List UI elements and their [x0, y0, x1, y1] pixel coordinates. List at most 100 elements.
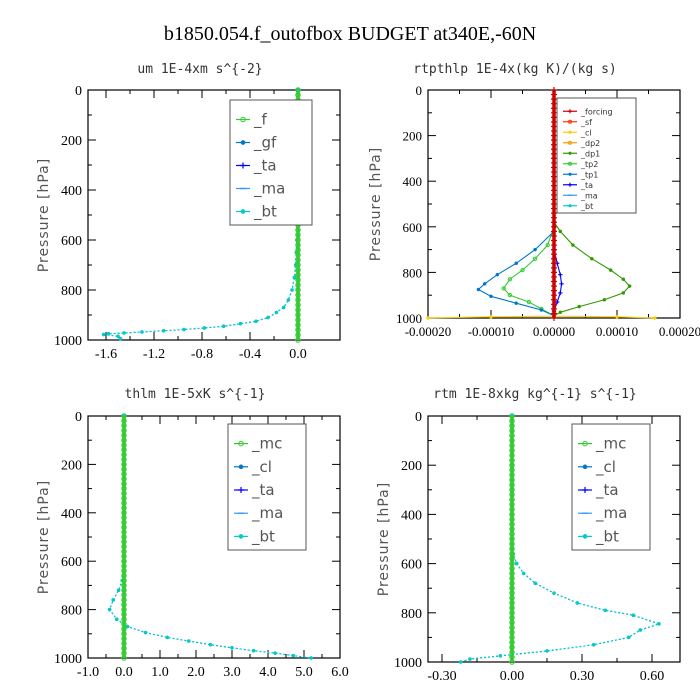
y-tick-label: 200	[401, 459, 422, 474]
data-point	[165, 635, 169, 640]
x-tick-label: -0.4	[239, 347, 261, 362]
legend-item: _cl	[563, 128, 592, 137]
legend-item: _ma	[563, 191, 598, 200]
data-point	[221, 324, 226, 329]
data-point	[254, 319, 258, 324]
legend-marker	[568, 172, 572, 176]
data-point	[626, 635, 631, 640]
data-point	[514, 561, 519, 566]
legend-marker	[238, 487, 244, 493]
data-point	[202, 326, 207, 330]
data-point	[143, 630, 148, 635]
legend-item: _ma	[578, 504, 627, 523]
legend-marker	[240, 140, 246, 145]
legend-label: _dp1	[580, 149, 600, 158]
panel-rtm-title: rtm 1E-8xkg kg^{-1} s^{-1}	[433, 387, 637, 402]
data-point	[615, 315, 619, 319]
x-tick-label: 4.0	[259, 665, 277, 680]
legend-marker	[582, 487, 588, 493]
y-tick-label: 1000	[396, 311, 422, 326]
data-point	[520, 267, 525, 273]
data-point	[526, 299, 531, 305]
series-line	[502, 226, 555, 317]
legend-label: _bt	[251, 527, 275, 546]
data-point	[559, 281, 564, 286]
y-tick-label: 600	[61, 234, 82, 249]
data-point	[476, 287, 481, 292]
x-tick-label: 0.0	[289, 347, 307, 362]
series-line	[553, 221, 631, 317]
x-tick-label: -0.00010	[468, 324, 515, 339]
plot-rtm: 0 200 400 600 800 1000 -0.30 0.00 0.30 0.60 Pressu…	[376, 410, 681, 684]
legend-label: _ta	[253, 157, 277, 176]
y-axis-label: Pressure [hPa]	[36, 480, 52, 594]
data-point	[489, 315, 493, 319]
data-point	[309, 656, 313, 660]
data-point	[621, 277, 626, 282]
panel-thlm-title: thlm 1E-5xK s^{-1}	[125, 387, 266, 402]
legend-label: _bt	[253, 203, 277, 222]
legend-item: _tp2	[563, 160, 598, 169]
data-point	[514, 301, 518, 305]
data-point	[266, 315, 270, 320]
legend-marker	[568, 140, 572, 145]
legend-marker	[240, 116, 246, 123]
data-point	[489, 294, 493, 299]
legend-marker	[582, 464, 588, 470]
legend-item: _gf	[236, 134, 277, 153]
y-tick-label: 0	[75, 410, 82, 425]
legend-label: _dp2	[580, 139, 600, 148]
data-point	[274, 310, 279, 315]
panel-rtpthlp: rtpthlp 1E-4x(kg K)/(kg s) 0 200 400 600 800…	[368, 62, 700, 339]
y-tick-label: 800	[61, 604, 82, 619]
data-point	[558, 229, 563, 234]
data-point	[575, 601, 580, 605]
legend-marker	[582, 440, 588, 447]
x-tick-label: 1.0	[151, 665, 169, 680]
series-forcing	[551, 87, 557, 321]
data-point	[590, 256, 594, 261]
series-tp2	[501, 224, 557, 318]
data-point	[295, 337, 301, 343]
data-point	[111, 598, 115, 602]
data-point	[281, 305, 286, 310]
legend-label: _ta	[580, 181, 593, 190]
x-tick-label: 2.0	[187, 665, 205, 680]
legend-label: _mc	[595, 435, 626, 454]
legend-item: _bt	[236, 203, 277, 222]
data-point	[638, 628, 643, 632]
legend-label: _bt	[595, 527, 619, 546]
data-point	[161, 328, 166, 333]
data-point	[539, 308, 544, 312]
x-tick-label: 0.60	[640, 669, 665, 684]
legend-item: _dp1	[563, 149, 600, 158]
y-tick-label: 400	[61, 184, 82, 199]
y-tick-label: 1000	[54, 652, 82, 667]
legend-box	[229, 99, 313, 226]
legend-item: _tp1	[563, 170, 598, 179]
legend-item: _ta	[236, 157, 277, 176]
series-line	[477, 230, 555, 317]
y-tick-label: 800	[403, 265, 423, 280]
x-tick-label: 0.30	[570, 669, 595, 684]
legend-label: _ta	[595, 481, 619, 500]
legend-label: _cl	[251, 458, 272, 477]
legend-marker	[582, 534, 588, 539]
x-tick-label: 0.00	[500, 669, 525, 684]
data-point	[482, 282, 487, 286]
data-point	[291, 653, 295, 658]
data-point	[558, 290, 563, 296]
data-point	[182, 327, 186, 332]
y-tick-label: 800	[61, 284, 82, 299]
y-tick-label: 600	[403, 220, 423, 235]
data-point	[116, 334, 120, 339]
legend-item: _sf	[563, 118, 592, 127]
data-point	[551, 315, 557, 321]
y-tick-label: 200	[61, 458, 82, 473]
data-point	[468, 657, 472, 661]
data-point	[653, 316, 657, 320]
legend-marker	[240, 162, 246, 169]
data-point	[140, 330, 144, 334]
data-point	[118, 336, 123, 341]
